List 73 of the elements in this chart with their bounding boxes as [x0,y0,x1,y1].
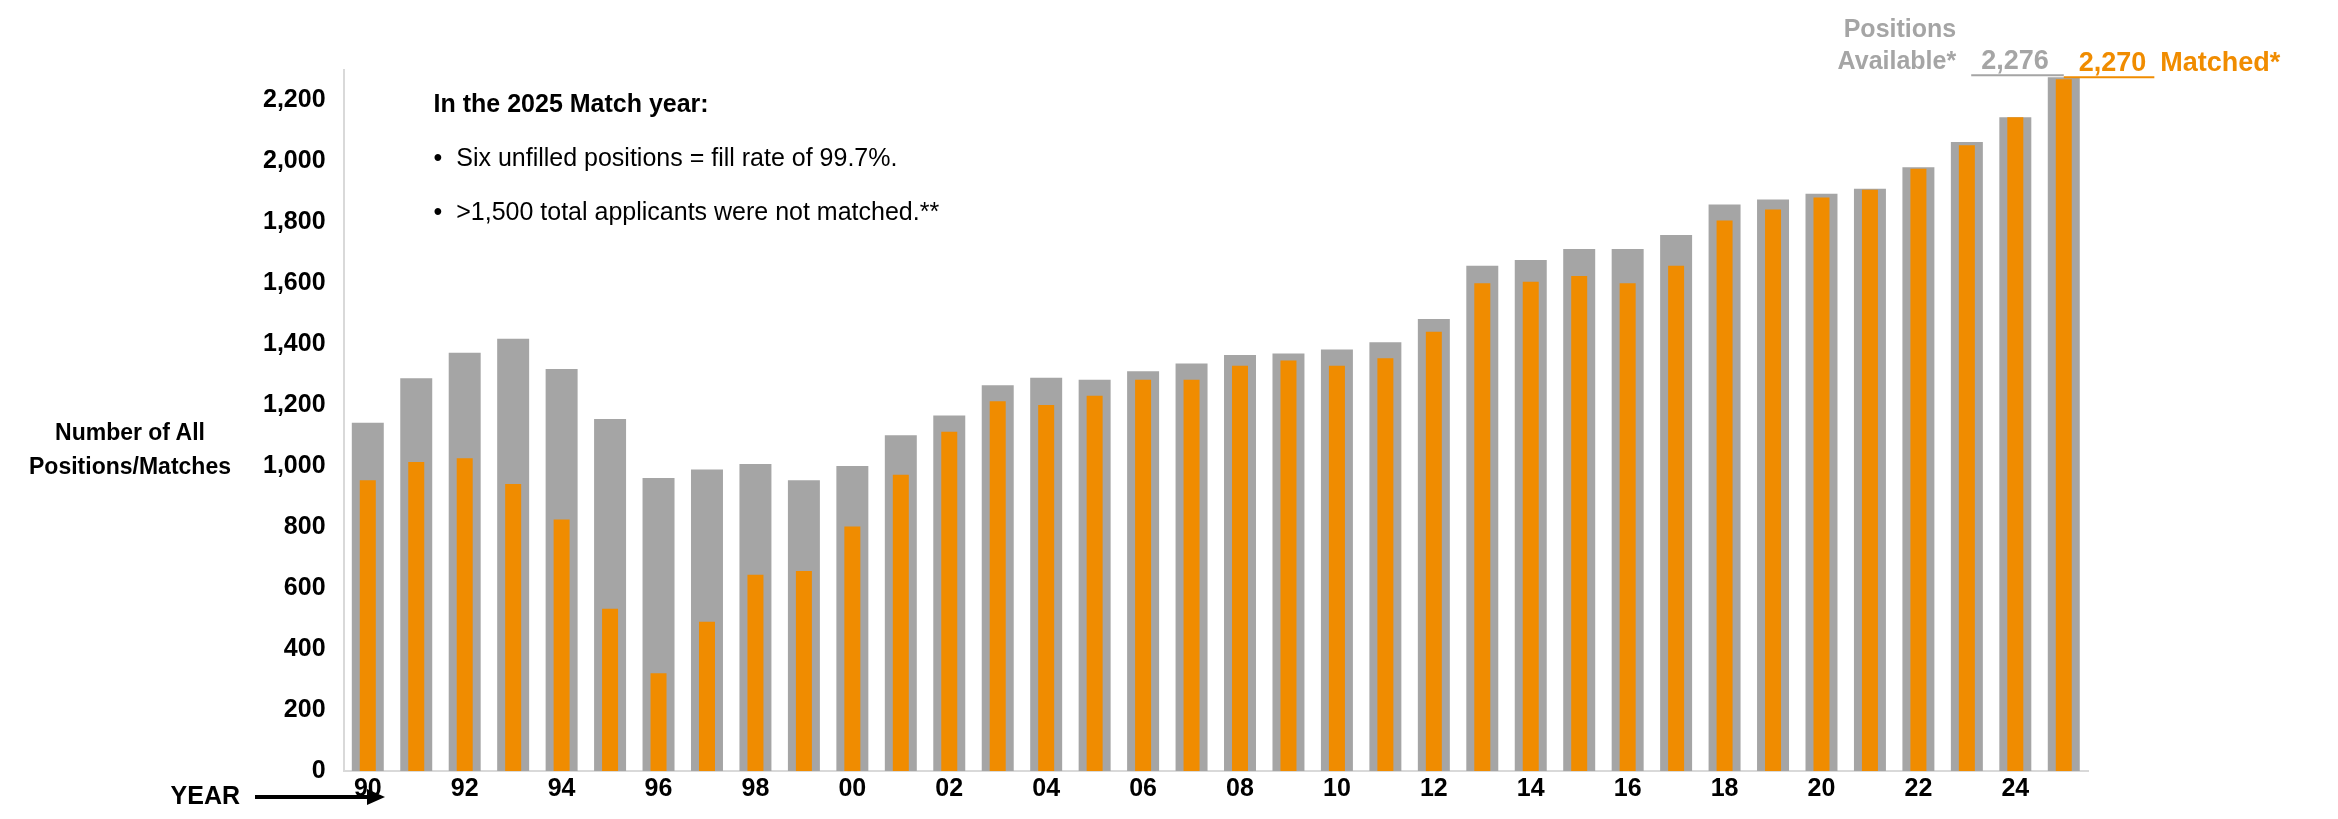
bar [1135,379,1152,771]
bar [359,480,376,771]
annotation: • >1,500 total applicants were not matched.** [433,196,940,225]
x-tick-label: 92 [450,772,479,801]
bar [1861,189,1878,771]
bar [1425,331,1442,771]
annotation: • Six unfilled positions = fill rate of 99.7%. [433,142,898,171]
bar [1910,168,1927,771]
bar [602,608,619,771]
x-tick-label: 10 [1323,772,1351,801]
bar [650,673,667,771]
bar [2007,117,2024,771]
x-tick-label: 02 [935,772,964,801]
bar [1958,145,1975,771]
y-tick-label: 0 [311,754,326,783]
bar [408,461,425,771]
bar [795,571,812,771]
bar [1086,395,1103,771]
bar [1765,209,1782,771]
data-label: 2,276 [1981,45,2049,76]
y-tick-label: 1,800 [263,206,326,235]
bar [1280,360,1297,771]
bar [747,574,764,771]
bar [456,458,473,771]
y-tick-label: 200 [283,693,326,722]
bar [1328,365,1345,771]
y-tick-label: 1,400 [263,328,326,357]
x-tick-label: 06 [1129,772,1157,801]
y-tick-label: 1,600 [263,267,326,296]
x-tick-label: 04 [1032,772,1061,801]
x-axis-title: YEAR [170,780,240,809]
x-tick-label: 14 [1516,772,1545,801]
x-tick-label: 98 [741,772,770,801]
bar [1619,283,1636,771]
bar [1038,404,1055,771]
bar [1474,283,1491,771]
bar [698,621,715,771]
bar [1716,220,1733,771]
y-tick-label: 2,000 [263,145,326,174]
x-tick-label: 08 [1226,772,1255,801]
x-tick-label: 20 [1807,772,1836,801]
bar [1183,379,1200,771]
y-tick-label: 1,200 [263,389,326,418]
bar [1813,197,1830,771]
bar [989,401,1006,771]
bar [892,474,909,771]
y-tick-label: 1,000 [263,450,326,479]
x-tick-label: 16 [1613,772,1642,801]
text: Positions Available* [1837,14,1957,75]
x-tick-label: 00 [838,772,867,801]
x-tick-label: 22 [1904,772,1933,801]
y-axis-title: Number of All Positions/Matches [29,418,231,479]
bar [1668,265,1685,771]
bar [1232,365,1248,771]
y-tick-label: 600 [283,572,326,601]
x-tick-label: 24 [2001,772,2030,801]
bar [553,519,570,771]
bar [1377,358,1394,771]
bar [844,526,861,771]
bar [941,431,958,771]
x-tick-label: 12 [1419,772,1448,801]
text: Matched* [2160,47,2281,78]
x-tick-label: 96 [644,772,673,801]
bar [505,483,522,771]
bar [1571,276,1588,771]
data-label: 2,270 [2078,47,2147,78]
y-tick-label: 800 [283,511,326,540]
y-tick-label: 2,200 [263,84,326,113]
x-tick-label: 94 [547,772,576,801]
annotation: In the 2025 Match year: [433,88,709,117]
y-tick-label: 400 [283,632,326,661]
x-tick-label: 18 [1710,772,1739,801]
bar [1522,281,1539,771]
